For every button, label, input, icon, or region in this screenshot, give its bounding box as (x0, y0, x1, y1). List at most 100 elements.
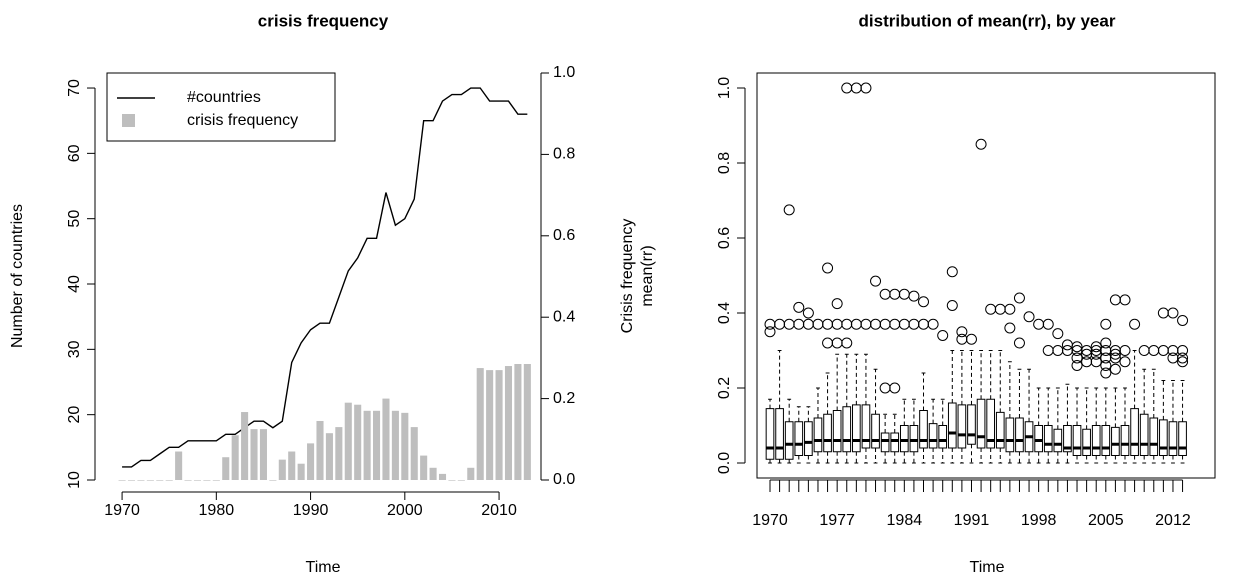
line (122, 87, 528, 468)
bar (127, 480, 136, 481)
outlier (1061, 339, 1073, 351)
bar (373, 410, 381, 480)
bar (307, 443, 315, 480)
box (765, 408, 775, 460)
box (1159, 419, 1168, 456)
outlier (1090, 341, 1102, 353)
bar (410, 427, 418, 480)
outlier (850, 82, 862, 94)
box (957, 404, 967, 449)
y-tick-label: 60 (66, 144, 83, 162)
box (899, 425, 909, 453)
outlier (841, 337, 853, 349)
outlier (841, 82, 853, 94)
outlier (831, 337, 843, 349)
box (1072, 425, 1082, 456)
outlier (1138, 345, 1150, 356)
box (880, 432, 890, 453)
chart-title: distribution of mean(rr), by year (859, 11, 1116, 30)
x-axis-title: Time (970, 559, 1005, 576)
bar (382, 398, 390, 480)
outlier (860, 318, 872, 330)
box (794, 421, 804, 456)
outlier (1071, 341, 1083, 353)
y2-tick-label: 0.6 (553, 227, 575, 244)
box (1034, 425, 1043, 453)
bar (457, 480, 465, 481)
outlier (1157, 345, 1169, 356)
outlier (1023, 311, 1035, 323)
legend-box (106, 72, 336, 142)
outlier (1033, 318, 1045, 330)
outlier (774, 318, 786, 330)
bar (420, 455, 428, 480)
bar (448, 480, 456, 481)
bar (259, 429, 267, 480)
outlier (1157, 307, 1169, 319)
outlier (1042, 345, 1054, 356)
bar (401, 412, 409, 480)
bar (429, 467, 437, 480)
outlier (1109, 352, 1121, 364)
box (1120, 425, 1130, 456)
outlier (1090, 356, 1102, 368)
y2-tick-label: 0.0 (553, 471, 575, 488)
x-axis-title: Time (306, 559, 341, 576)
outlier (1177, 352, 1189, 364)
box (1149, 417, 1159, 456)
outlier (965, 333, 977, 345)
outlier (898, 288, 910, 300)
bar (476, 368, 484, 480)
box (1111, 426, 1120, 456)
box (909, 425, 919, 453)
outlier (1052, 345, 1064, 356)
outlier (908, 318, 920, 330)
y2-tick-label: 0.4 (553, 308, 575, 325)
x-tick-label: 2000 (387, 502, 423, 519)
outlier (918, 296, 930, 308)
outlier (1177, 356, 1189, 368)
bar (325, 433, 333, 480)
bar (241, 412, 249, 480)
outlier (870, 275, 882, 287)
box (986, 398, 996, 449)
outlier (764, 326, 776, 338)
outlier (1119, 356, 1131, 368)
outlier (1100, 367, 1112, 379)
box (1178, 421, 1187, 456)
y-tick-label: 20 (66, 406, 83, 424)
box (1091, 425, 1101, 456)
x-tick-label: 2012 (1155, 512, 1191, 529)
outlier (793, 318, 805, 330)
y-tick-label: 0.4 (716, 302, 733, 324)
outlier (1167, 307, 1179, 319)
bar (316, 420, 324, 480)
bar (231, 435, 239, 480)
bar (354, 404, 362, 480)
outlier (1004, 322, 1016, 334)
y-tick-label: 10 (66, 471, 83, 489)
chart-title: crisis frequency (258, 11, 389, 30)
box (976, 398, 986, 449)
box (1053, 428, 1063, 453)
box (928, 423, 938, 449)
y-tick-label: 0.0 (716, 452, 733, 474)
plot-frame (756, 72, 1216, 479)
outlier (1100, 337, 1112, 349)
box (1130, 408, 1139, 456)
outlier (822, 262, 834, 274)
outlier (994, 303, 1006, 315)
outlier (1061, 345, 1073, 356)
box (1015, 417, 1024, 453)
outlier (889, 318, 901, 330)
bar (212, 480, 220, 481)
bar (203, 480, 211, 481)
outlier (1177, 345, 1189, 356)
x-tick-label: 1970 (752, 512, 788, 529)
x-tick-label: 1970 (104, 502, 140, 519)
outlier (783, 204, 795, 216)
bar (514, 364, 522, 480)
y2-tick-label: 0.8 (553, 146, 575, 163)
y-tick-label: 30 (66, 340, 83, 358)
outlier (783, 318, 795, 330)
